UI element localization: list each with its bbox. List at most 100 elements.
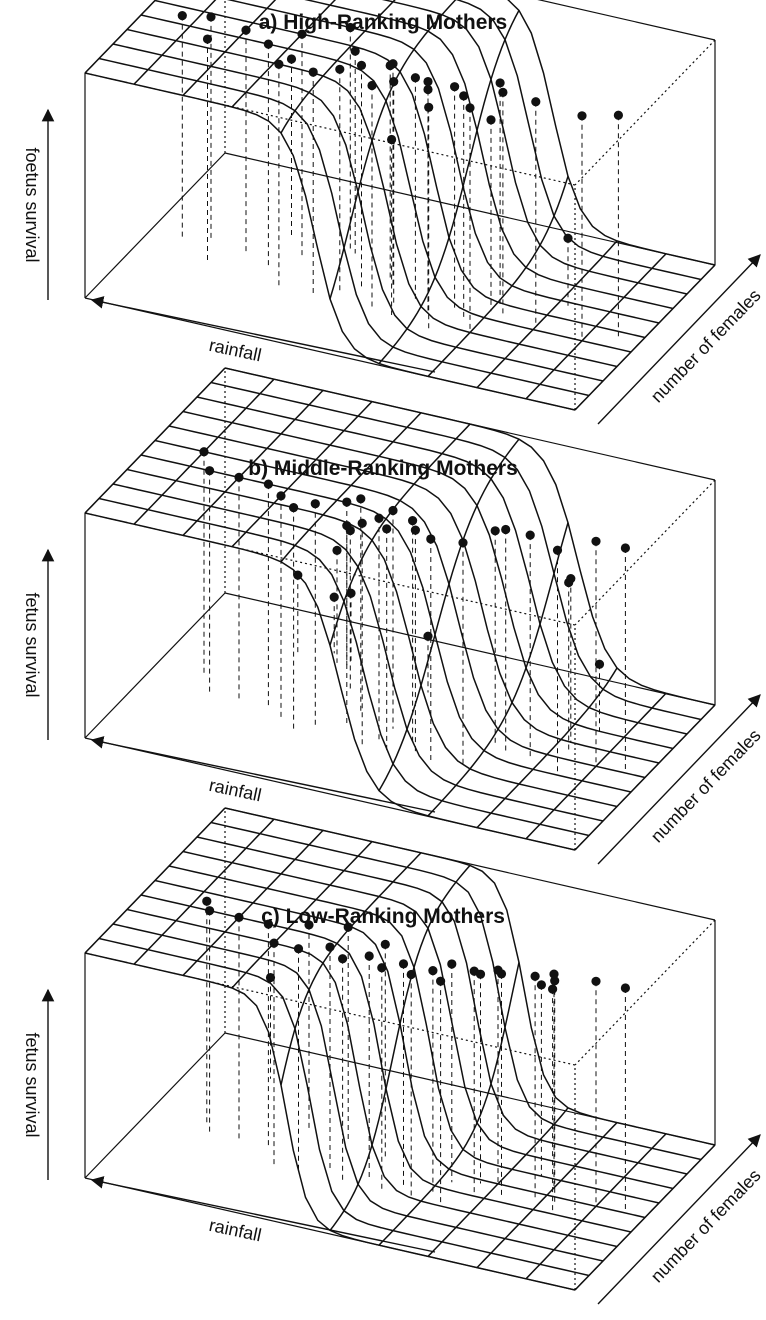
box-edge-hidden <box>84 952 576 1066</box>
mesh-line-females <box>182 0 277 96</box>
mesh-line-rainfall <box>182 850 674 1190</box>
chart-title: b) Middle-Ranking Mothers <box>248 457 518 480</box>
data-points <box>202 896 631 1215</box>
data-point <box>350 46 360 56</box>
mesh-line-females <box>378 438 520 791</box>
box-edge <box>84 592 226 739</box>
data-point <box>408 516 418 526</box>
data-point <box>202 896 212 906</box>
box-edge-hidden <box>84 512 576 626</box>
data-point <box>385 60 395 71</box>
mesh-line-females <box>231 401 373 548</box>
data-points <box>177 10 624 341</box>
data-point <box>364 951 374 961</box>
mesh-line-rainfall <box>112 923 604 1262</box>
data-point <box>549 969 559 979</box>
data-point <box>459 91 469 101</box>
panel-c: c) Low-Ranking Mothers fetus survival rai… <box>0 807 766 1320</box>
mesh-line-females <box>574 1144 716 1291</box>
box-edge <box>84 1032 226 1179</box>
z-axis-label: foetus survival <box>22 147 42 262</box>
mesh-line-rainfall <box>154 0 646 339</box>
mesh-line-females <box>525 1133 667 1280</box>
data-point <box>338 954 348 964</box>
data-point <box>423 631 433 641</box>
x-axis-arrow <box>90 736 436 813</box>
z-axis-label: fetus survival <box>22 1032 42 1137</box>
mesh-line-females <box>427 522 569 817</box>
mesh-line-females <box>476 667 618 829</box>
x-axis-arrow <box>90 296 436 373</box>
data-point <box>613 110 624 120</box>
mesh-line-females <box>133 818 275 965</box>
mesh-line-females <box>476 1122 618 1269</box>
y-axis-label: number of females <box>647 285 765 406</box>
data-point <box>531 97 541 107</box>
data-point <box>346 588 356 598</box>
y-axis-label: number of females <box>647 725 765 846</box>
data-point <box>591 536 601 546</box>
data-point <box>265 972 276 983</box>
mesh-line-rainfall <box>196 396 688 735</box>
chart-title: c) Low-Ranking Mothers <box>261 905 505 928</box>
data-point <box>594 659 605 669</box>
data-point <box>332 545 342 555</box>
mesh-line-females <box>84 0 157 74</box>
x-axis-label: rainfall <box>207 1215 263 1246</box>
data-point <box>410 73 420 83</box>
box-edge-hidden <box>574 919 716 1066</box>
mesh-line-females <box>525 692 667 840</box>
x-axis-label: rainfall <box>207 335 263 366</box>
data-point <box>367 80 377 91</box>
mesh-line-rainfall <box>98 57 590 397</box>
data-point <box>525 530 535 540</box>
mesh-line-females <box>133 378 275 525</box>
mesh-line-females <box>378 10 520 364</box>
mesh-line-females <box>574 264 716 411</box>
data-point <box>310 499 320 509</box>
data-point <box>495 78 505 88</box>
data-point <box>577 111 587 121</box>
z-axis-label: fetus survival <box>22 592 42 697</box>
data-point <box>329 592 339 602</box>
surface-mesh <box>84 807 716 1291</box>
surface-plot: fetus survival rainfall number of females <box>22 807 765 1305</box>
mesh-line-females <box>280 0 396 134</box>
data-point <box>530 971 540 981</box>
data-points <box>199 447 631 776</box>
data-point <box>380 939 390 949</box>
data-point <box>620 983 631 993</box>
data-point <box>202 34 213 44</box>
mesh-line-rainfall <box>182 410 674 750</box>
data-point <box>591 976 601 986</box>
data-point <box>566 573 576 584</box>
data-point <box>177 10 187 21</box>
mesh-line-females <box>280 412 422 563</box>
data-point <box>356 494 366 504</box>
box-edge-hidden <box>574 479 716 626</box>
mesh-line-females <box>133 0 217 85</box>
data-point <box>450 82 460 92</box>
mesh-line-females <box>182 389 324 536</box>
mesh-line-females <box>231 841 373 989</box>
mesh-line-females <box>378 962 520 1246</box>
surface-plot: foetus survival rainfall number of females <box>22 0 765 425</box>
y-axis-arrow <box>597 694 761 865</box>
mesh-line-rainfall <box>98 937 590 1277</box>
data-point <box>304 920 314 930</box>
data-point <box>286 54 297 64</box>
bounding-box <box>84 0 716 411</box>
mesh-line-females <box>329 0 457 300</box>
data-point <box>398 959 409 969</box>
bounding-box <box>84 807 716 1291</box>
panel-b: b) Middle-Ranking Mothers fetus survival… <box>0 367 766 880</box>
mesh-line-females <box>280 852 422 1086</box>
data-point <box>486 115 496 125</box>
mesh-line-females <box>525 253 667 400</box>
data-point <box>475 969 486 979</box>
data-point <box>406 969 416 980</box>
box-edge-hidden <box>574 39 716 186</box>
data-point <box>620 543 631 553</box>
data-point <box>501 524 511 535</box>
mesh-line-rainfall <box>455 0 702 281</box>
